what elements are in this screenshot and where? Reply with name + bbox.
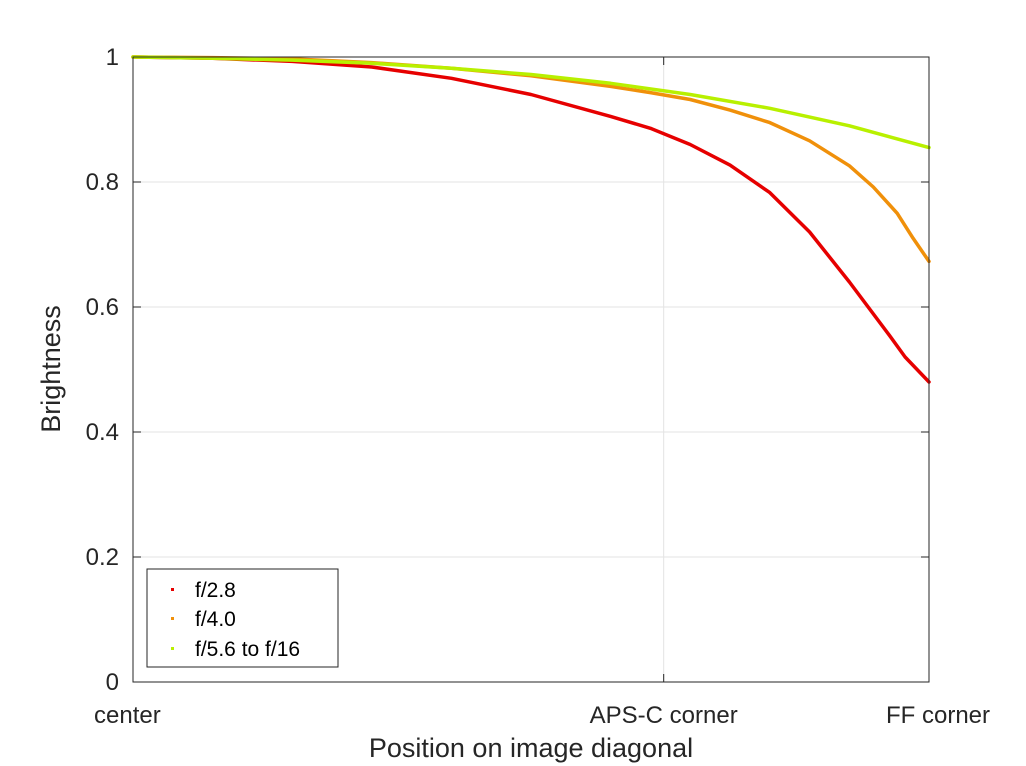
legend-marker-f40	[171, 617, 174, 620]
tick-labels: 0 0.2 0.4 0.6 0.8 1 center APS-C corner FF corne…	[86, 44, 990, 729]
y-tick-label: 0.8	[86, 169, 119, 196]
series-line-0	[131, 55, 931, 384]
legend-box	[146, 568, 339, 668]
grid	[133, 57, 929, 682]
x-tick-label: FF corner	[886, 702, 990, 729]
y-tick-label: 0.4	[86, 419, 119, 446]
legend-label-f28: f/2.8	[195, 579, 236, 602]
legend-marker-f56	[171, 647, 174, 650]
x-tick-label: APS-C corner	[590, 702, 738, 729]
y-tick-label: 0.2	[86, 544, 119, 571]
x-tick-label: center	[94, 702, 161, 729]
y-tick-label: 0.6	[86, 294, 119, 321]
series-layer	[131, 55, 931, 384]
ticks	[132, 56, 930, 683]
legend-marker-f28	[171, 588, 174, 591]
y-tick-label: 0	[106, 669, 119, 696]
y-tick-label: 1	[106, 44, 119, 71]
plot-frame	[132, 56, 930, 683]
series-line-2	[131, 55, 931, 150]
legend: f/2.8 f/4.0 f/5.6 to f/16	[146, 568, 339, 668]
legend-label-f40: f/4.0	[195, 608, 236, 631]
x-axis-title: Position on image diagonal	[369, 733, 693, 763]
legend-label-f56: f/5.6 to f/16	[195, 638, 300, 661]
y-axis-title: Brightness	[36, 305, 66, 433]
